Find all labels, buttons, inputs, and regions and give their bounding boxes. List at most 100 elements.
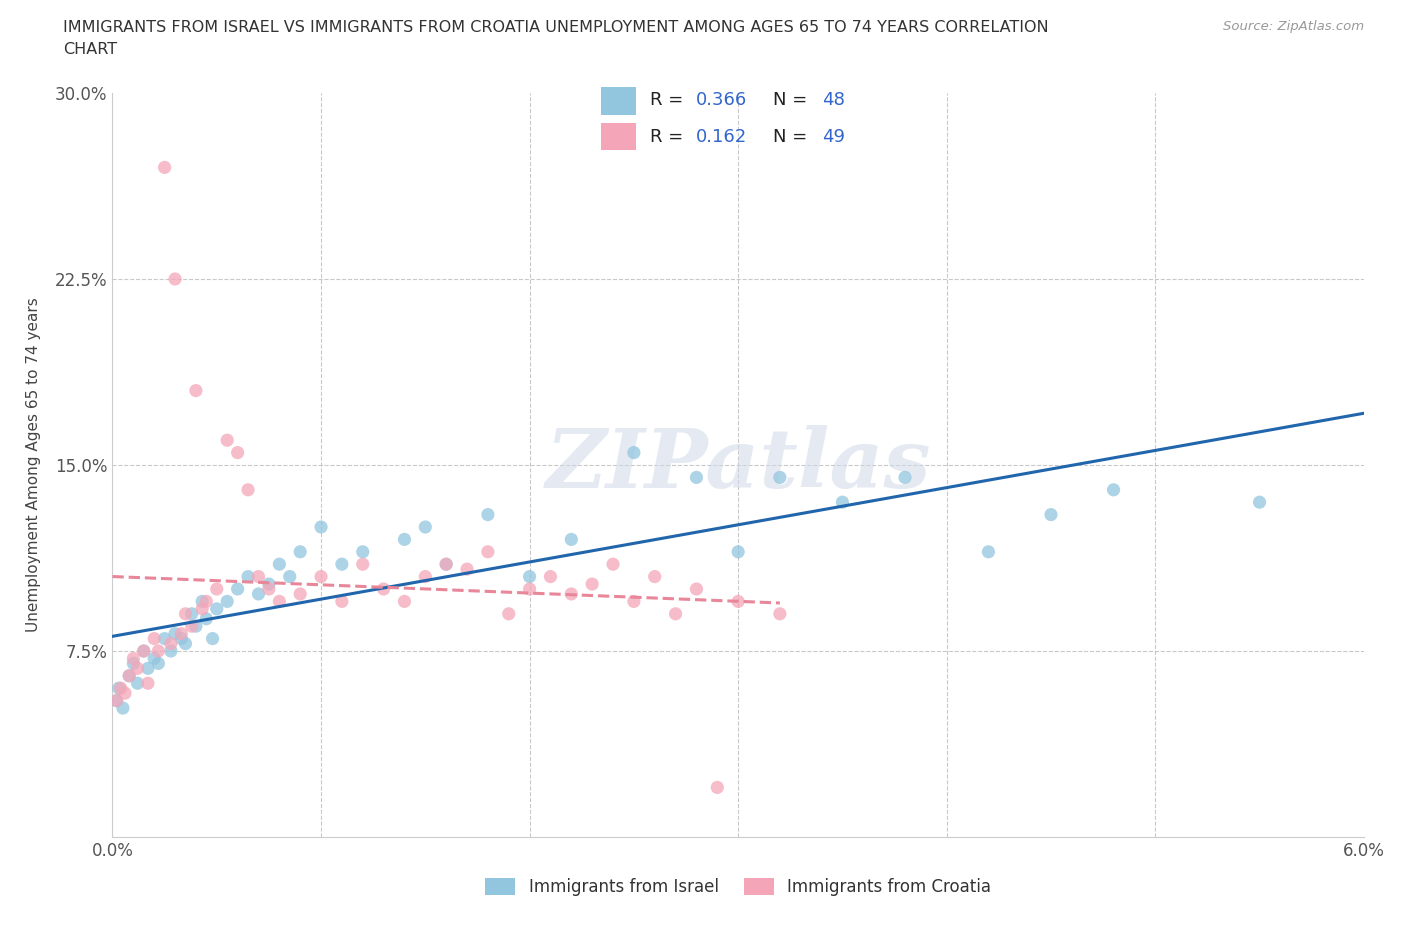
Point: [769, 470, 792, 485]
Point: [236, 569, 259, 584]
Point: [330, 557, 353, 572]
Point: [132, 644, 155, 658]
Point: [727, 544, 749, 559]
Point: [205, 602, 228, 617]
Point: [434, 557, 457, 572]
Text: R =: R =: [650, 127, 689, 146]
Point: [894, 470, 917, 485]
Point: [394, 532, 416, 547]
Point: [623, 445, 645, 460]
Point: [278, 569, 301, 584]
Point: [831, 495, 853, 510]
Point: [118, 669, 141, 684]
Point: [538, 569, 561, 584]
Point: [519, 581, 541, 596]
Point: [170, 626, 193, 641]
Point: [560, 587, 582, 602]
Point: [290, 587, 312, 602]
Point: [706, 780, 728, 795]
Point: [685, 581, 707, 596]
Text: CHART: CHART: [63, 42, 117, 57]
Text: N =: N =: [773, 91, 813, 110]
Point: [136, 661, 159, 676]
Point: [1102, 483, 1125, 498]
Point: [664, 606, 686, 621]
Point: [148, 656, 170, 671]
Point: [148, 644, 170, 658]
Point: [191, 594, 214, 609]
Text: 49: 49: [823, 127, 845, 146]
Point: [602, 557, 624, 572]
Point: [226, 581, 249, 596]
Y-axis label: Unemployment Among Ages 65 to 74 years: Unemployment Among Ages 65 to 74 years: [27, 298, 41, 632]
Point: [977, 544, 1000, 559]
Point: [201, 631, 224, 646]
Legend: Immigrants from Israel, Immigrants from Croatia: Immigrants from Israel, Immigrants from …: [478, 871, 998, 903]
Text: N =: N =: [773, 127, 813, 146]
Point: [560, 532, 582, 547]
Point: [498, 606, 520, 621]
Point: [114, 685, 136, 700]
Point: [153, 160, 176, 175]
Point: [110, 681, 132, 696]
Point: [217, 432, 239, 447]
Point: [127, 661, 149, 676]
Point: [180, 606, 202, 621]
Point: [122, 656, 145, 671]
Point: [581, 577, 603, 591]
Point: [434, 557, 457, 572]
Point: [519, 569, 541, 584]
Point: [180, 618, 202, 633]
Point: [257, 577, 280, 591]
Point: [170, 631, 193, 646]
Point: [456, 562, 478, 577]
Point: [111, 700, 134, 715]
Point: [132, 644, 155, 658]
Point: [727, 594, 749, 609]
Point: [143, 631, 166, 646]
Point: [769, 606, 792, 621]
Point: [685, 470, 707, 485]
Point: [309, 520, 332, 535]
Point: [136, 676, 159, 691]
Point: [373, 581, 395, 596]
Point: [477, 507, 499, 522]
Text: R =: R =: [650, 91, 689, 110]
Point: [236, 483, 259, 498]
Point: [105, 693, 128, 708]
Point: [1039, 507, 1063, 522]
Point: [330, 594, 353, 609]
Point: [191, 602, 214, 617]
Point: [352, 557, 374, 572]
Point: [269, 594, 291, 609]
Point: [195, 611, 218, 626]
Point: [309, 569, 332, 584]
Point: [184, 618, 207, 633]
Text: 0.162: 0.162: [696, 127, 747, 146]
Text: Source: ZipAtlas.com: Source: ZipAtlas.com: [1223, 20, 1364, 33]
Point: [623, 594, 645, 609]
Point: [247, 569, 270, 584]
Text: 48: 48: [823, 91, 845, 110]
Text: IMMIGRANTS FROM ISRAEL VS IMMIGRANTS FROM CROATIA UNEMPLOYMENT AMONG AGES 65 TO : IMMIGRANTS FROM ISRAEL VS IMMIGRANTS FRO…: [63, 20, 1049, 35]
Point: [195, 594, 218, 609]
FancyBboxPatch shape: [602, 123, 636, 150]
Point: [477, 544, 499, 559]
Point: [105, 693, 128, 708]
Point: [174, 636, 197, 651]
Point: [127, 676, 149, 691]
Point: [118, 669, 141, 684]
Point: [247, 587, 270, 602]
Point: [107, 681, 129, 696]
Point: [160, 636, 183, 651]
Text: ZIPatlas: ZIPatlas: [546, 425, 931, 505]
Point: [174, 606, 197, 621]
Point: [163, 272, 186, 286]
Text: 0.366: 0.366: [696, 91, 747, 110]
Point: [205, 581, 228, 596]
Point: [413, 520, 436, 535]
Point: [160, 644, 183, 658]
Point: [217, 594, 239, 609]
Point: [394, 594, 416, 609]
Point: [153, 631, 176, 646]
